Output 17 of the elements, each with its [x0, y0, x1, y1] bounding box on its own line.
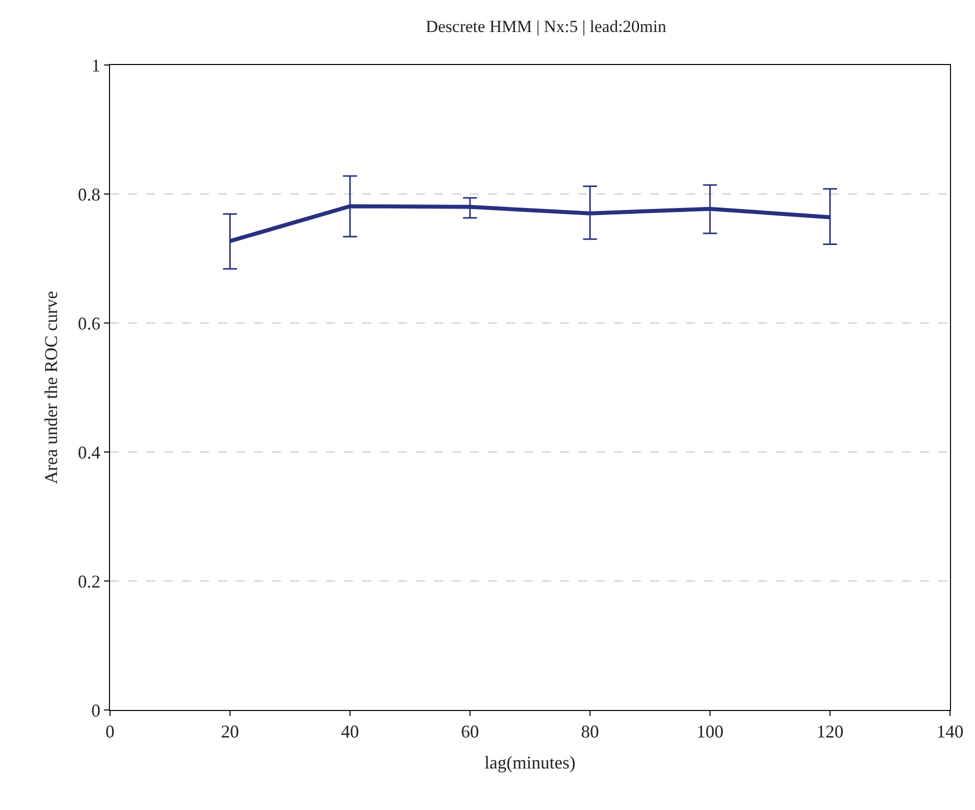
x-axis-title: lag(minutes) [484, 752, 576, 773]
x-tick-label: 140 [936, 722, 964, 742]
y-tick-label: 1 [91, 55, 100, 76]
y-tick-label: 0 [91, 700, 100, 720]
y-axis-title: Area under the ROC curve [41, 291, 62, 484]
y-tick-label: 0.4 [78, 442, 100, 462]
x-tick-label: 120 [816, 722, 844, 742]
y-tick-label: 0.6 [78, 313, 100, 334]
x-tick-label: 60 [461, 722, 479, 742]
y-tick-label: 0.2 [78, 571, 100, 592]
x-tick-label: 20 [221, 722, 239, 742]
x-tick-label: 100 [696, 722, 724, 742]
x-tick-label: 40 [341, 722, 359, 742]
x-tick-label: 0 [106, 722, 114, 742]
chart-title: Descrete HMM | Nx:5 | lead:20min [426, 17, 667, 36]
y-tick-label: 0.8 [78, 184, 100, 204]
x-tick-label: 80 [581, 722, 599, 742]
